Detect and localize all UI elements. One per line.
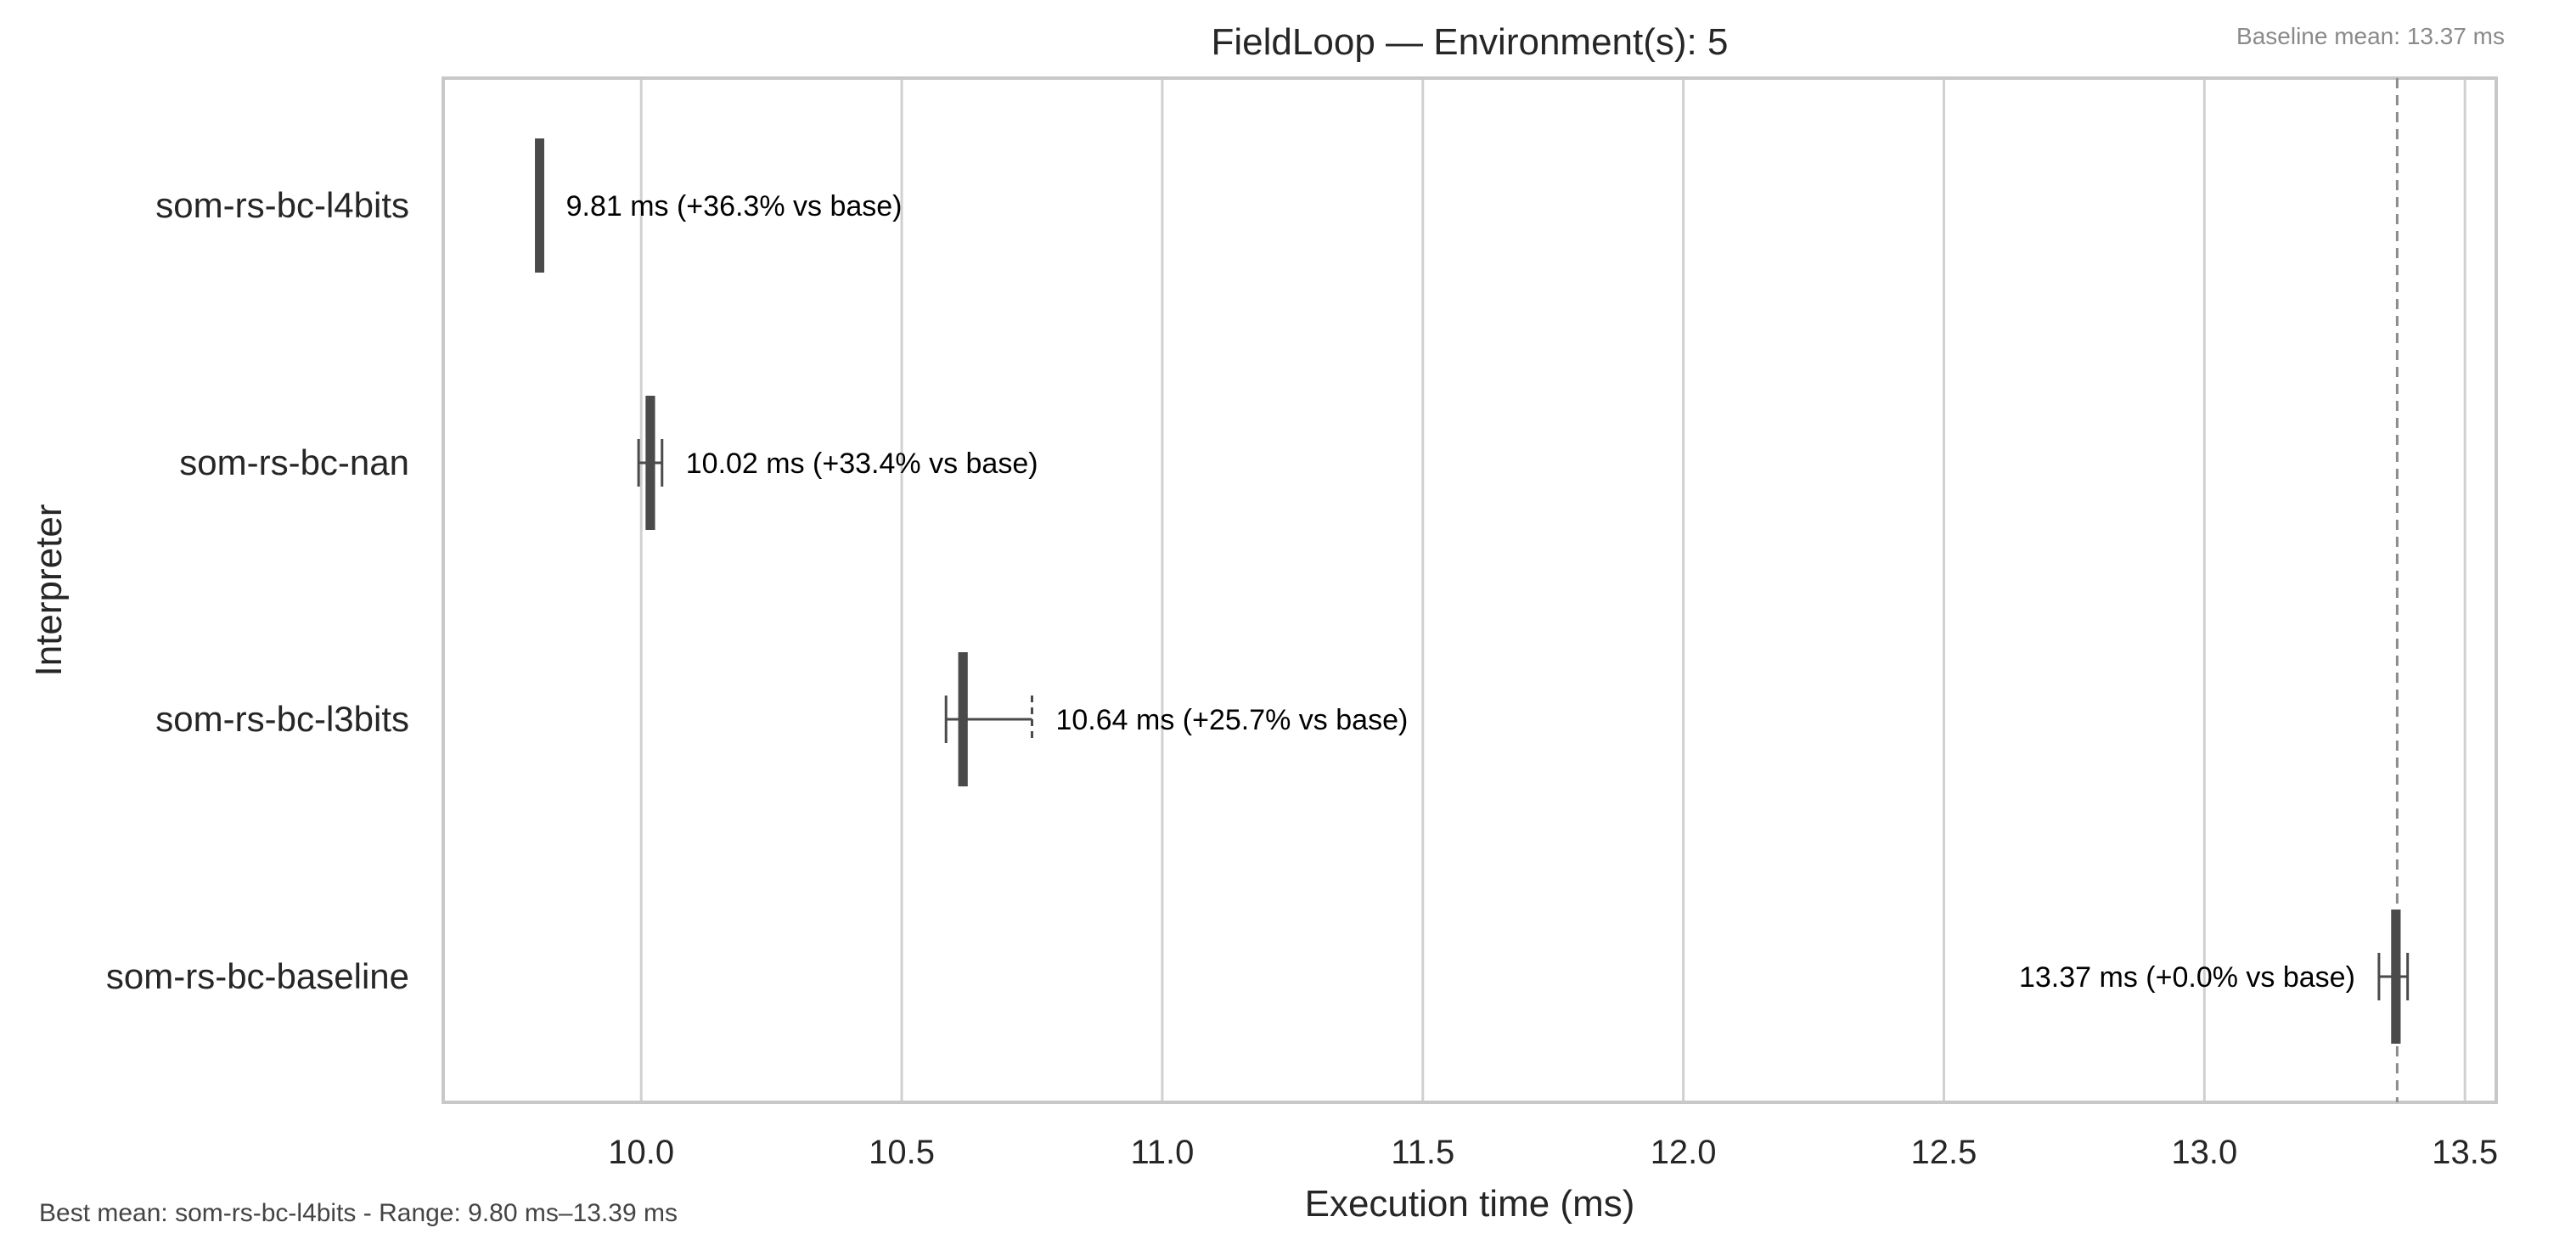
x-tick-label: 10.5 — [869, 1134, 935, 1171]
x-tick-label: 10.0 — [608, 1134, 674, 1171]
box-som-rs-bc-baseline — [2377, 910, 2410, 1044]
y-tick-label: som-rs-bc-nan — [179, 442, 409, 482]
y-axis-label: Interpreter — [28, 504, 70, 677]
value-annotation: 10.64 ms (+25.7% vs base) — [1055, 704, 1408, 736]
x-tick-label: 12.0 — [1651, 1134, 1717, 1171]
box-som-rs-bc-nan — [637, 396, 664, 530]
x-tick-labels: 10.0 10.5 11.0 11.5 12.0 12.5 13.0 13.5 — [608, 1134, 2498, 1171]
box-som-rs-bc-l3bits — [944, 652, 1033, 786]
y-tick-label: som-rs-bc-baseline — [106, 956, 409, 996]
value-annotation: 10.02 ms (+33.4% vs base) — [686, 448, 1038, 480]
x-tick-label: 13.0 — [2171, 1134, 2237, 1171]
x-tick-label: 11.0 — [1130, 1134, 1194, 1171]
x-tick-label: 12.5 — [1911, 1134, 1977, 1171]
footer-note: Best mean: som-rs-bc-l4bits - Range: 9.8… — [39, 1199, 678, 1227]
baseline-label: Baseline mean: 13.37 ms — [2236, 23, 2505, 49]
x-tick-label: 11.5 — [1391, 1134, 1454, 1171]
box-series — [535, 138, 2410, 1044]
x-axis-label: Execution time (ms) — [1305, 1183, 1635, 1225]
plot-frame — [442, 76, 2498, 1104]
y-tick-label: som-rs-bc-l3bits — [155, 699, 409, 739]
y-tick-labels: som-rs-bc-l4bits som-rs-bc-nan som-rs-bc-l… — [106, 185, 409, 996]
y-tick-label: som-rs-bc-l4bits — [155, 185, 409, 225]
chart-title: FieldLoop — Environment(s): 5 — [1212, 21, 1729, 63]
value-annotation: 13.37 ms (+0.0% vs base) — [2019, 961, 2355, 994]
grid-lines — [639, 78, 2466, 1102]
value-annotation: 9.81 ms (+36.3% vs base) — [566, 190, 903, 222]
x-tick-label: 13.5 — [2432, 1134, 2498, 1171]
value-annotations: 9.81 ms (+36.3% vs base) 10.02 ms (+33.4%… — [566, 190, 2355, 994]
box-som-rs-bc-l4bits — [535, 138, 545, 273]
